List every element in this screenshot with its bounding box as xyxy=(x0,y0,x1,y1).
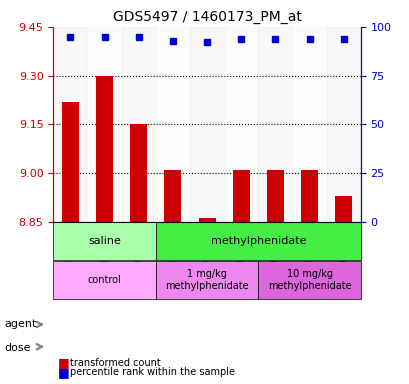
Bar xyxy=(266,170,283,222)
Bar xyxy=(224,27,258,222)
Bar xyxy=(121,27,155,222)
Bar xyxy=(130,124,147,222)
Text: dose: dose xyxy=(4,343,31,353)
Bar xyxy=(232,170,249,222)
Text: saline: saline xyxy=(88,236,121,246)
Text: ■: ■ xyxy=(57,356,69,369)
Text: 10 mg/kg
methylphenidate: 10 mg/kg methylphenidate xyxy=(267,269,351,291)
Bar xyxy=(258,27,292,222)
Text: transformed count: transformed count xyxy=(70,358,160,368)
Bar xyxy=(198,218,215,222)
Bar xyxy=(96,76,113,222)
FancyBboxPatch shape xyxy=(155,222,360,260)
FancyBboxPatch shape xyxy=(53,262,155,299)
Bar xyxy=(189,27,224,222)
Text: 1 mg/kg
methylphenidate: 1 mg/kg methylphenidate xyxy=(165,269,248,291)
Bar xyxy=(155,27,189,222)
Text: methylphenidate: methylphenidate xyxy=(210,236,305,246)
Bar xyxy=(53,27,87,222)
FancyBboxPatch shape xyxy=(155,262,258,299)
FancyBboxPatch shape xyxy=(258,262,360,299)
Bar xyxy=(326,27,360,222)
Bar xyxy=(334,196,351,222)
FancyBboxPatch shape xyxy=(53,222,155,260)
Text: agent: agent xyxy=(4,319,36,329)
Bar xyxy=(87,27,121,222)
Bar xyxy=(164,170,181,222)
Text: ■: ■ xyxy=(57,366,69,379)
Bar xyxy=(300,170,317,222)
Text: percentile rank within the sample: percentile rank within the sample xyxy=(70,367,234,377)
Bar xyxy=(62,101,79,222)
Title: GDS5497 / 1460173_PM_at: GDS5497 / 1460173_PM_at xyxy=(112,10,301,25)
Text: control: control xyxy=(88,275,121,285)
Bar xyxy=(292,27,326,222)
